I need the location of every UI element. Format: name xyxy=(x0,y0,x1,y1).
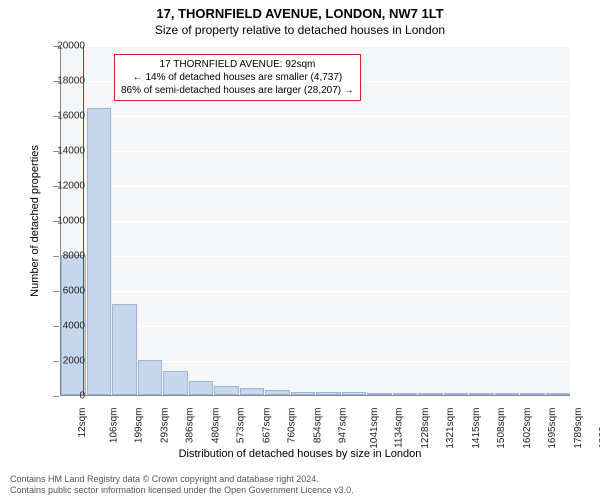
y-tick-label: 18000 xyxy=(57,76,85,87)
x-tick-label: 293sqm xyxy=(159,408,170,444)
y-tick-label: 2000 xyxy=(63,356,85,367)
x-tick-label: 1508sqm xyxy=(496,408,507,449)
y-tick xyxy=(53,396,59,397)
y-tick-label: 12000 xyxy=(57,181,85,192)
histogram-bar xyxy=(418,393,443,395)
histogram-bar xyxy=(546,393,571,395)
annotation-line2: ← 14% of detached houses are smaller (4,… xyxy=(121,71,354,84)
x-tick-label: 947sqm xyxy=(338,408,349,444)
chart-container: 17 THORNFIELD AVENUE: 92sqm ← 14% of det… xyxy=(60,46,570,396)
y-tick-label: 14000 xyxy=(57,146,85,157)
y-tick-label: 8000 xyxy=(63,251,85,262)
x-tick-label: 1041sqm xyxy=(369,408,380,449)
page-title: 17, THORNFIELD AVENUE, LONDON, NW7 1LT xyxy=(0,0,600,21)
x-tick-label: 1695sqm xyxy=(547,408,558,449)
x-tick-label: 12sqm xyxy=(77,408,88,438)
y-tick xyxy=(53,291,59,292)
histogram-bar xyxy=(469,393,494,395)
histogram-bar xyxy=(112,304,137,395)
footer-line2: Contains public sector information licen… xyxy=(10,485,354,496)
histogram-bar xyxy=(265,390,290,395)
x-tick-label: 106sqm xyxy=(108,408,119,444)
x-tick-label: 199sqm xyxy=(134,408,145,444)
x-tick-label: 480sqm xyxy=(210,408,221,444)
histogram-bar xyxy=(291,392,316,396)
footer-line1: Contains HM Land Registry data © Crown c… xyxy=(10,474,354,485)
x-axis-title: Distribution of detached houses by size … xyxy=(0,448,600,460)
y-tick-label: 16000 xyxy=(57,111,85,122)
y-tick-label: 20000 xyxy=(57,41,85,52)
x-tick-label: 1321sqm xyxy=(445,408,456,449)
histogram-bar xyxy=(163,371,188,396)
y-tick xyxy=(53,256,59,257)
histogram-bar xyxy=(189,381,214,395)
annotation-line3: 86% of semi-detached houses are larger (… xyxy=(121,84,354,97)
x-tick-label: 760sqm xyxy=(287,408,298,444)
page-subtitle: Size of property relative to detached ho… xyxy=(0,21,600,37)
grid-line xyxy=(61,186,570,187)
x-tick-label: 386sqm xyxy=(185,408,196,444)
y-tick-label: 0 xyxy=(79,391,85,402)
x-tick-label: 1415sqm xyxy=(471,408,482,449)
histogram-bar xyxy=(240,388,265,395)
grid-line xyxy=(61,116,570,117)
histogram-bar xyxy=(367,393,392,395)
histogram-bar xyxy=(214,386,239,395)
histogram-bar xyxy=(393,393,418,395)
grid-line xyxy=(61,46,570,47)
y-tick-label: 6000 xyxy=(63,286,85,297)
histogram-bar xyxy=(342,392,367,395)
x-tick-label: 854sqm xyxy=(312,408,323,444)
y-tick-label: 10000 xyxy=(57,216,85,227)
x-tick-label: 1134sqm xyxy=(393,408,404,448)
grid-line xyxy=(61,326,570,327)
y-tick-label: 4000 xyxy=(63,321,85,332)
x-tick-label: 1789sqm xyxy=(573,408,584,449)
footer: Contains HM Land Registry data © Crown c… xyxy=(10,474,354,496)
annotation-box: 17 THORNFIELD AVENUE: 92sqm ← 14% of det… xyxy=(114,54,361,101)
grid-line xyxy=(61,396,570,397)
annotation-line1: 17 THORNFIELD AVENUE: 92sqm xyxy=(121,58,354,71)
grid-line xyxy=(61,291,570,292)
y-axis-title: Number of detached properties xyxy=(29,121,41,321)
x-tick-label: 1228sqm xyxy=(420,408,431,449)
histogram-bar xyxy=(495,393,520,395)
histogram-bar xyxy=(444,393,469,395)
grid-line xyxy=(61,221,570,222)
y-tick xyxy=(53,326,59,327)
histogram-bar xyxy=(520,393,545,395)
grid-line xyxy=(61,256,570,257)
histogram-bar xyxy=(316,392,341,396)
histogram-bar xyxy=(138,360,163,395)
x-tick-label: 573sqm xyxy=(236,408,247,444)
grid-line xyxy=(61,151,570,152)
x-tick-label: 667sqm xyxy=(261,408,272,444)
x-tick-label: 1602sqm xyxy=(522,408,533,449)
y-tick xyxy=(53,361,59,362)
histogram-bar xyxy=(87,108,112,395)
